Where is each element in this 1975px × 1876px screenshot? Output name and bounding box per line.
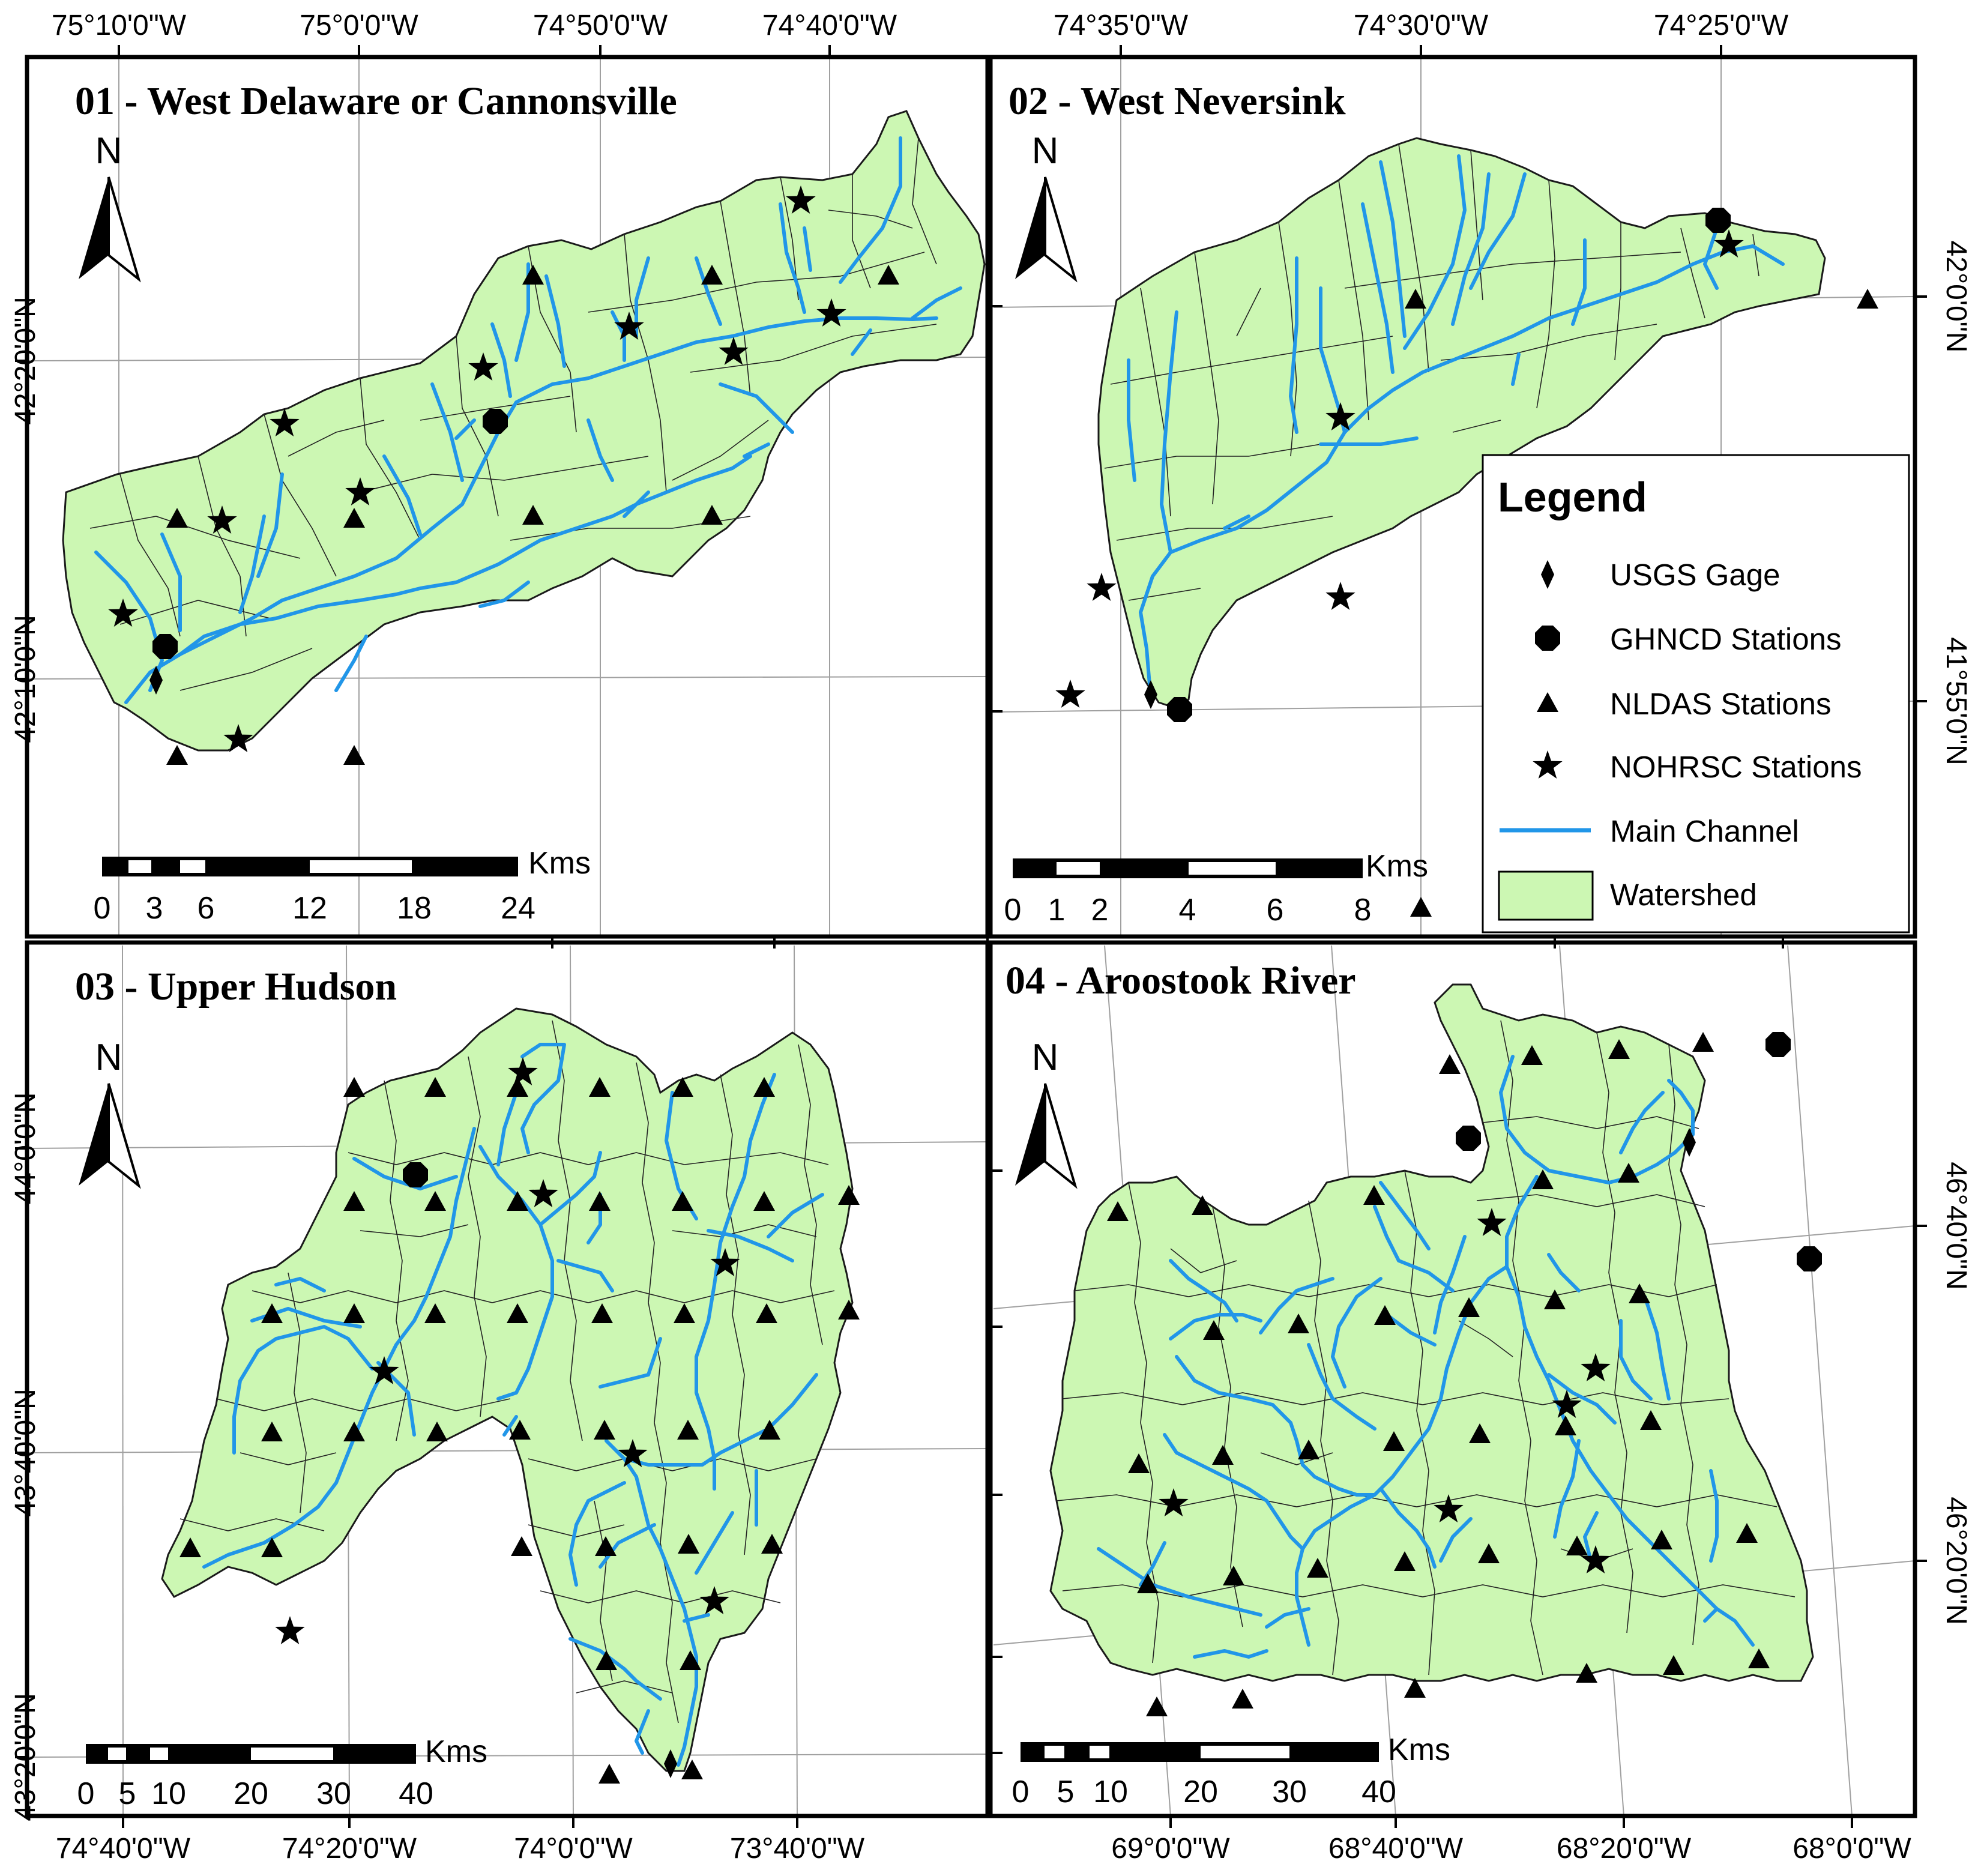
- scale-tick: 5: [1057, 1775, 1075, 1809]
- scale-tick: 6: [198, 891, 215, 926]
- scale-tick: 40: [1361, 1775, 1396, 1809]
- lat-label: 42°0'0"N: [1940, 241, 1972, 353]
- lat-label: 42°20'0"N: [10, 297, 41, 425]
- legend-label: GHNCD Stations: [1610, 622, 1841, 656]
- north-arrow-icon: N: [1014, 1037, 1076, 1187]
- lon-label: 68°0'0"W: [1793, 1833, 1911, 1865]
- panel-frames: [25, 55, 1917, 1818]
- scale-tick: 10: [151, 1776, 186, 1811]
- north-arrow-icon: N: [77, 1037, 140, 1187]
- legend-item: USGS Gage: [1541, 558, 1780, 592]
- scale-tick: 0: [77, 1776, 95, 1811]
- scale-unit: Kms: [1366, 849, 1428, 884]
- scale-unit: Kms: [528, 846, 591, 881]
- scale-tick: 0: [1012, 1775, 1030, 1809]
- north-label: N: [95, 1037, 122, 1078]
- lat-label: 46°40'0"N: [1940, 1162, 1972, 1290]
- scale-tick: 12: [292, 891, 327, 926]
- scale-tick: 8: [1354, 893, 1372, 927]
- scale-unit: Kms: [425, 1734, 487, 1769]
- north-label: N: [1032, 130, 1059, 172]
- scale-bar-panel-4: Kms 0 5 10 20 30 40: [1012, 1733, 1450, 1809]
- scale-tick: 1: [1048, 893, 1066, 927]
- scale-tick: 30: [316, 1776, 351, 1811]
- scale-tick: 4: [1179, 893, 1196, 927]
- legend-label: USGS Gage: [1610, 558, 1780, 592]
- panel-title: 04 - Aroostook River: [1006, 959, 1356, 1003]
- panel-west-delaware: [27, 57, 988, 936]
- north-label: N: [95, 130, 122, 172]
- scale-tick: 20: [1183, 1775, 1218, 1809]
- legend-title: Legend: [1498, 474, 1647, 520]
- scale-tick: 0: [1004, 893, 1022, 927]
- green-box-icon: [1498, 870, 1594, 921]
- legend-label: NLDAS Stations: [1610, 687, 1832, 721]
- legend-item: NLDAS Stations: [1537, 687, 1832, 721]
- watershed-polygon: [1049, 983, 1814, 1682]
- lon-label: 68°40'0"W: [1328, 1833, 1464, 1865]
- lat-label: 42°10'0"N: [10, 615, 41, 743]
- lat-label: 41°55'0"N: [1940, 637, 1972, 765]
- scale-tick: 0: [94, 891, 111, 926]
- lon-label: 75°10'0"W: [52, 10, 187, 41]
- legend-item: Main Channel: [1500, 814, 1799, 848]
- panel-title: 02 - West Neversink: [1009, 79, 1346, 123]
- scale-tick: 30: [1272, 1775, 1307, 1809]
- lon-label: 74°0'0"W: [514, 1833, 633, 1865]
- lon-label: 74°50'0"W: [533, 10, 668, 41]
- lat-label: 43°40'0"N: [10, 1389, 41, 1517]
- lon-label: 68°20'0"W: [1557, 1833, 1692, 1865]
- tick-marks: [15, 45, 1927, 1828]
- lon-label: 74°20'0"W: [282, 1833, 417, 1865]
- lon-label: 74°40'0"W: [56, 1833, 191, 1865]
- panel-west-neversink: [994, 57, 1915, 936]
- lat-label: 43°20'0"N: [10, 1693, 41, 1821]
- scale-tick: 20: [234, 1776, 268, 1811]
- scale-tick: 24: [501, 891, 535, 926]
- lon-label: 74°30'0"W: [1354, 10, 1489, 41]
- lat-label: 46°20'0"N: [1940, 1497, 1972, 1625]
- scale-tick: 40: [399, 1776, 433, 1811]
- panel-title: 03 - Upper Hudson: [75, 965, 397, 1009]
- scale-tick: 6: [1267, 893, 1284, 927]
- lat-label: 44°0'0"N: [10, 1093, 41, 1205]
- legend-label: Watershed: [1610, 878, 1757, 912]
- lon-label: 74°25'0"W: [1654, 10, 1789, 41]
- panel-upper-hudson: [27, 946, 988, 1816]
- lon-label: 73°40'0"W: [730, 1833, 865, 1865]
- octagon-icon: [1535, 626, 1560, 651]
- panel-aroostook-river: [994, 946, 1915, 1816]
- north-arrow-icon: N: [1014, 130, 1076, 280]
- lon-label: 75°0'0"W: [300, 10, 418, 41]
- scale-tick: 10: [1093, 1775, 1128, 1809]
- lon-label: 69°0'0"W: [1111, 1833, 1230, 1865]
- north-label: N: [1032, 1037, 1059, 1078]
- legend: Legend USGS Gage GHNCD Stations NLDAS St…: [1482, 454, 1910, 933]
- scale-tick: 5: [119, 1776, 136, 1811]
- scale-bar-panel-3: Kms 0 5 10 20 30 40: [77, 1734, 487, 1811]
- north-arrow-icon: N: [77, 130, 140, 280]
- watershed-polygon: [1097, 137, 1826, 710]
- lon-label: 74°35'0"W: [1054, 10, 1189, 41]
- coordinate-labels: 75°10'0"W 75°0'0"W 74°50'0"W 74°40'0"W 7…: [10, 10, 1972, 1865]
- north-arrows: N N N N: [77, 130, 1076, 1187]
- legend-item: GHNCD Stations: [1535, 622, 1841, 656]
- legend-item: Watershed: [1498, 870, 1757, 921]
- lon-label: 74°40'0"W: [762, 10, 897, 41]
- scale-tick: 3: [146, 891, 163, 926]
- scale-unit: Kms: [1388, 1733, 1450, 1767]
- scale-tick: 18: [397, 891, 432, 926]
- panel-title: 01 - West Delaware or Cannonsville: [75, 79, 677, 123]
- watershed-polygon: [62, 110, 986, 752]
- legend-label: Main Channel: [1610, 814, 1799, 848]
- scale-tick: 2: [1091, 893, 1109, 927]
- scale-bar-panel-2: Kms 0 1 2 4 6 8: [1004, 849, 1428, 927]
- legend-label: NOHRSC Stations: [1610, 750, 1862, 784]
- scale-bar-panel-1: Kms 0 3 6 12 18 24: [94, 846, 591, 926]
- legend-item: NOHRSC Stations: [1533, 750, 1862, 784]
- panel-titles: 01 - West Delaware or Cannonsville 02 - …: [75, 79, 1356, 1009]
